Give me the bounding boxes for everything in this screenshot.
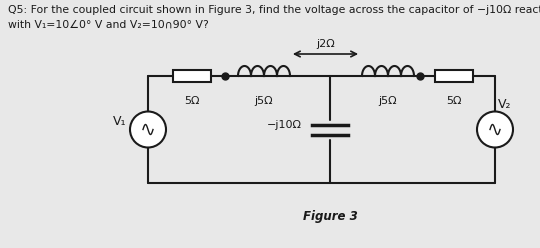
Text: with V₁=10∠0° V and V₂=10∩90° V?: with V₁=10∠0° V and V₂=10∩90° V? (8, 20, 209, 30)
Text: −j10Ω: −j10Ω (267, 120, 302, 129)
Bar (173, 70, 211, 82)
Text: 5Ω: 5Ω (446, 96, 462, 106)
Bar (435, 70, 473, 82)
Text: Q5: For the coupled circuit shown in Figure 3, find the voltage across the capac: Q5: For the coupled circuit shown in Fig… (8, 5, 540, 15)
Circle shape (130, 112, 166, 148)
Text: Figure 3: Figure 3 (302, 210, 357, 223)
Text: j2Ω: j2Ω (316, 39, 335, 49)
Text: j5Ω: j5Ω (255, 96, 273, 106)
Circle shape (477, 112, 513, 148)
Text: V₁: V₁ (112, 115, 126, 128)
Text: j5Ω: j5Ω (379, 96, 397, 106)
Text: V₂: V₂ (498, 98, 511, 111)
Text: 5Ω: 5Ω (184, 96, 200, 106)
